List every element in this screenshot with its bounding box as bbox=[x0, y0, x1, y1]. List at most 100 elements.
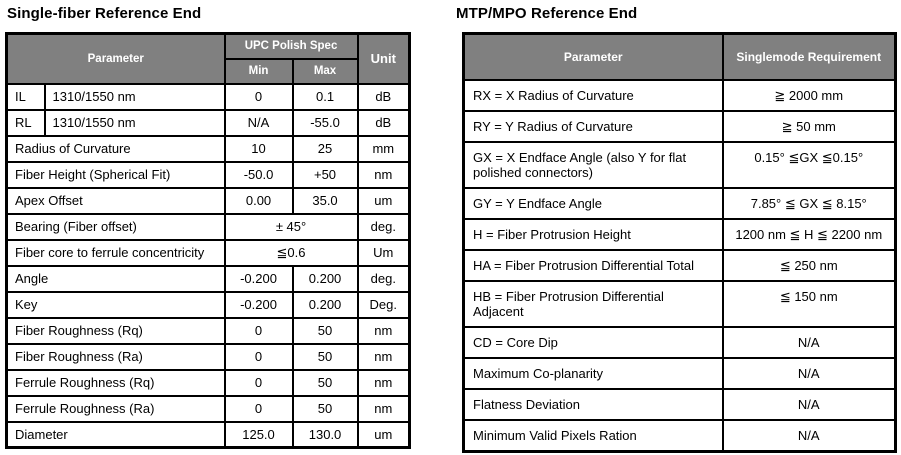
min-value-cell: -0.200 bbox=[223, 290, 294, 319]
parameter-cell: Key bbox=[5, 290, 226, 319]
single-fiber-title: Single-fiber Reference End bbox=[7, 5, 202, 22]
unit-cell: nm bbox=[356, 342, 411, 371]
min-value-cell: N/A bbox=[223, 108, 294, 137]
table-row: Fiber Roughness (Ra) 0 50 nm bbox=[5, 342, 411, 371]
header-row: Min Max bbox=[7, 57, 410, 85]
table-row: Apex Offset 0.00 35.0 um bbox=[5, 186, 411, 215]
unit-cell: nm bbox=[356, 316, 411, 345]
min-value-cell: -50.0 bbox=[223, 160, 294, 189]
parameter-cell: Ferrule Roughness (Ra) bbox=[5, 394, 226, 423]
table-row: Ferrule Roughness (Rq) 0 50 nm bbox=[5, 368, 411, 397]
parameter-abbr-cell: RL bbox=[5, 108, 46, 137]
requirement-cell: 7.85° ≦ GX ≦ 8.15° bbox=[721, 186, 897, 220]
mtp-mpo-table: Parameter Singlemode Requirement RX = X … bbox=[462, 32, 897, 453]
max-value-cell: 0.200 bbox=[291, 264, 359, 293]
table-row: HB = Fiber Protrusion Differential Adjac… bbox=[462, 279, 897, 328]
table-row: RY = Y Radius of Curvature ≧ 50 mm bbox=[462, 109, 897, 143]
parameter-cell: RY = Y Radius of Curvature bbox=[462, 109, 724, 143]
max-value-cell: 35.0 bbox=[291, 186, 359, 215]
min-header: Min bbox=[223, 57, 294, 85]
max-value-cell: 50 bbox=[291, 342, 359, 371]
parameter-cell: HB = Fiber Protrusion Differential Adjac… bbox=[462, 279, 724, 328]
header-row: Parameter Singlemode Requirement bbox=[462, 32, 897, 81]
min-value-cell: -0.200 bbox=[223, 264, 294, 293]
parameter-cell: 1310/1550 nm bbox=[43, 108, 226, 137]
requirement-cell: N/A bbox=[721, 325, 897, 359]
parameter-cell: 1310/1550 nm bbox=[43, 82, 226, 111]
upc-polish-spec-header: UPC Polish Spec bbox=[223, 32, 359, 60]
unit-cell: dB bbox=[356, 82, 411, 111]
table-row: GY = Y Endface Angle 7.85° ≦ GX ≦ 8.15° bbox=[462, 186, 897, 220]
max-value-cell: 50 bbox=[291, 368, 359, 397]
max-value-cell: 25 bbox=[291, 134, 359, 163]
unit-cell: um bbox=[356, 186, 411, 215]
parameter-cell: GX = X Endface Angle (also Y for flat po… bbox=[462, 140, 724, 189]
parameter-abbr-cell: IL bbox=[5, 82, 46, 111]
requirement-cell: ≧ 2000 mm bbox=[721, 78, 897, 112]
min-value-cell: 0 bbox=[223, 82, 294, 111]
mtp-mpo-title: MTP/MPO Reference End bbox=[456, 5, 638, 22]
parameter-cell: Maximum Co-planarity bbox=[462, 356, 724, 390]
parameter-cell: Diameter bbox=[5, 420, 226, 449]
parameter-cell: Flatness Deviation bbox=[462, 387, 724, 421]
parameter-cell: Ferrule Roughness (Rq) bbox=[5, 368, 226, 397]
parameter-cell: Bearing (Fiber offset) bbox=[5, 212, 226, 241]
max-value-cell: 50 bbox=[291, 394, 359, 423]
requirement-cell: ≧ 50 mm bbox=[721, 109, 897, 143]
parameter-cell: Fiber Roughness (Ra) bbox=[5, 342, 226, 371]
single-fiber-table: Parameter UPC Polish Spec Unit Min Max I… bbox=[5, 32, 412, 449]
unit-cell: um bbox=[356, 420, 411, 449]
parameter-cell: CD = Core Dip bbox=[462, 325, 724, 359]
table-row: Bearing (Fiber offset) ± 45° deg. bbox=[5, 212, 411, 241]
parameter-cell: Radius of Curvature bbox=[5, 134, 226, 163]
max-value-cell: -55.0 bbox=[291, 108, 359, 137]
table-row: RL 1310/1550 nm N/A -55.0 dB bbox=[5, 108, 411, 137]
parameter-cell: HA = Fiber Protrusion Differential Total bbox=[462, 248, 724, 282]
max-value-cell: 130.0 bbox=[291, 420, 359, 449]
table-row: HA = Fiber Protrusion Differential Total… bbox=[462, 248, 897, 282]
single-fiber-table-header: Parameter UPC Polish Spec Unit Min Max bbox=[5, 32, 411, 85]
table-row: Ferrule Roughness (Ra) 0 50 nm bbox=[5, 394, 411, 423]
parameter-cell: Fiber Roughness (Rq) bbox=[5, 316, 226, 345]
min-value-cell: 0 bbox=[223, 394, 294, 423]
unit-cell: deg. bbox=[356, 212, 411, 241]
requirement-cell: 1200 nm ≦ H ≦ 2200 nm bbox=[721, 217, 897, 251]
max-value-cell: 50 bbox=[291, 316, 359, 345]
table-row: Key -0.200 0.200 Deg. bbox=[5, 290, 411, 319]
unit-cell: nm bbox=[356, 394, 411, 423]
max-value-cell: +50 bbox=[291, 160, 359, 189]
requirement-cell: ≦ 250 nm bbox=[721, 248, 897, 282]
parameter-cell: RX = X Radius of Curvature bbox=[462, 78, 724, 112]
parameter-header: Parameter bbox=[462, 32, 724, 81]
unit-header: Unit bbox=[356, 32, 411, 85]
min-value-cell: 10 bbox=[223, 134, 294, 163]
min-value-cell: 0 bbox=[223, 342, 294, 371]
table-row: Fiber Height (Spherical Fit) -50.0 +50 nm bbox=[5, 160, 411, 189]
unit-cell: Deg. bbox=[356, 290, 411, 319]
parameter-cell: GY = Y Endface Angle bbox=[462, 186, 724, 220]
table-row: Minimum Valid Pixels Ration N/A bbox=[462, 418, 897, 452]
singlemode-requirement-header: Singlemode Requirement bbox=[721, 32, 897, 81]
table-row: Radius of Curvature 10 25 mm bbox=[5, 134, 411, 163]
parameter-cell: Apex Offset bbox=[5, 186, 226, 215]
min-value-cell: 125.0 bbox=[223, 420, 294, 449]
min-max-span-cell: ≦0.6 bbox=[223, 238, 359, 267]
max-value-cell: 0.1 bbox=[291, 82, 359, 111]
unit-cell: nm bbox=[356, 368, 411, 397]
table-row: GX = X Endface Angle (also Y for flat po… bbox=[462, 140, 897, 189]
table-row: H = Fiber Protrusion Height 1200 nm ≦ H ≦… bbox=[462, 217, 897, 251]
requirement-cell: N/A bbox=[721, 418, 897, 452]
table-row: Diameter 125.0 130.0 um bbox=[5, 420, 411, 449]
requirement-cell: ≦ 150 nm bbox=[721, 279, 897, 328]
parameter-cell: Fiber Height (Spherical Fit) bbox=[5, 160, 226, 189]
unit-cell: Um bbox=[356, 238, 411, 267]
parameter-cell: Minimum Valid Pixels Ration bbox=[462, 418, 724, 452]
table-row: Fiber core to ferrule concentricity ≦0.6 U… bbox=[5, 238, 411, 267]
table-row: IL 1310/1550 nm 0 0.1 dB bbox=[5, 82, 411, 111]
table-row: Flatness Deviation N/A bbox=[462, 387, 897, 421]
parameter-header: Parameter bbox=[5, 32, 226, 85]
min-value-cell: 0 bbox=[223, 316, 294, 345]
parameter-cell: Fiber core to ferrule concentricity bbox=[5, 238, 226, 267]
requirement-cell: N/A bbox=[721, 387, 897, 421]
